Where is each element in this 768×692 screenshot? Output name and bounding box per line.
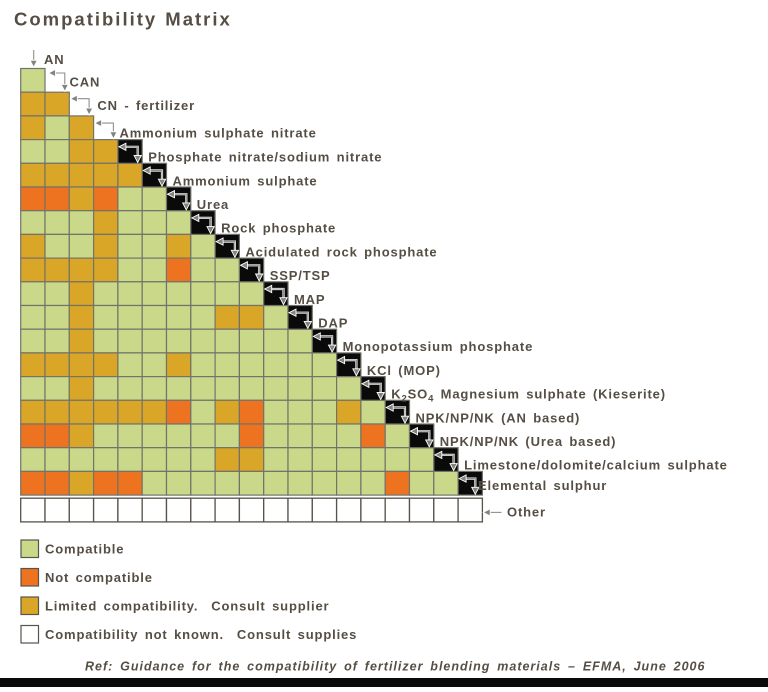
svg-text:Elemental sulphur: Elemental sulphur [478,478,607,493]
svg-text:Ref: Guidance for the compatib: Ref: Guidance for the compatibility of f… [85,660,706,674]
svg-text:Ammonium sulphate: Ammonium sulphate [173,173,318,188]
svg-text:Rock phosphate: Rock phosphate [221,221,336,236]
svg-text:Other: Other [507,505,546,520]
svg-text:NPK/NP/NK (AN based): NPK/NP/NK (AN based) [416,410,581,425]
svg-text:Acidulated rock phosphate: Acidulated rock phosphate [245,244,437,259]
svg-text:CAN: CAN [70,75,101,90]
svg-text:Limited compatibility. Consul: Limited compatibility. Consult supplier [45,599,329,614]
svg-text:Compatibility not known. Cons: Compatibility not known. Consult supplie… [45,627,357,642]
svg-text:Urea: Urea [197,197,229,212]
svg-text:Compatibility Matrix: Compatibility Matrix [14,8,232,29]
svg-text:SSP/TSP: SSP/TSP [270,268,331,283]
svg-text:AN: AN [44,52,64,67]
svg-text:K2SO4 Magnesium sulphate (Kies: K2SO4 Magnesium sulphate (Kieserite) [391,387,666,405]
svg-text:KCl (MOP): KCl (MOP) [367,363,441,378]
svg-text:MAP: MAP [294,292,325,307]
svg-text:Phosphate nitrate/sodium nitra: Phosphate nitrate/sodium nitrate [148,150,382,165]
svg-text:Limestone/dolomite/calcium sul: Limestone/dolomite/calcium sulphate [464,458,728,473]
svg-text:Ammonium sulphate nitrate: Ammonium sulphate nitrate [120,126,317,141]
svg-text:CN - fertilizer: CN - fertilizer [97,98,195,113]
svg-text:NPK/NP/NK (Urea based): NPK/NP/NK (Urea based) [440,434,617,449]
svg-text:DAP: DAP [318,316,348,331]
svg-text:Monopotassium phosphate: Monopotassium phosphate [343,339,534,354]
svg-text:Not compatible: Not compatible [45,570,153,585]
svg-text:Compatible: Compatible [45,542,124,557]
